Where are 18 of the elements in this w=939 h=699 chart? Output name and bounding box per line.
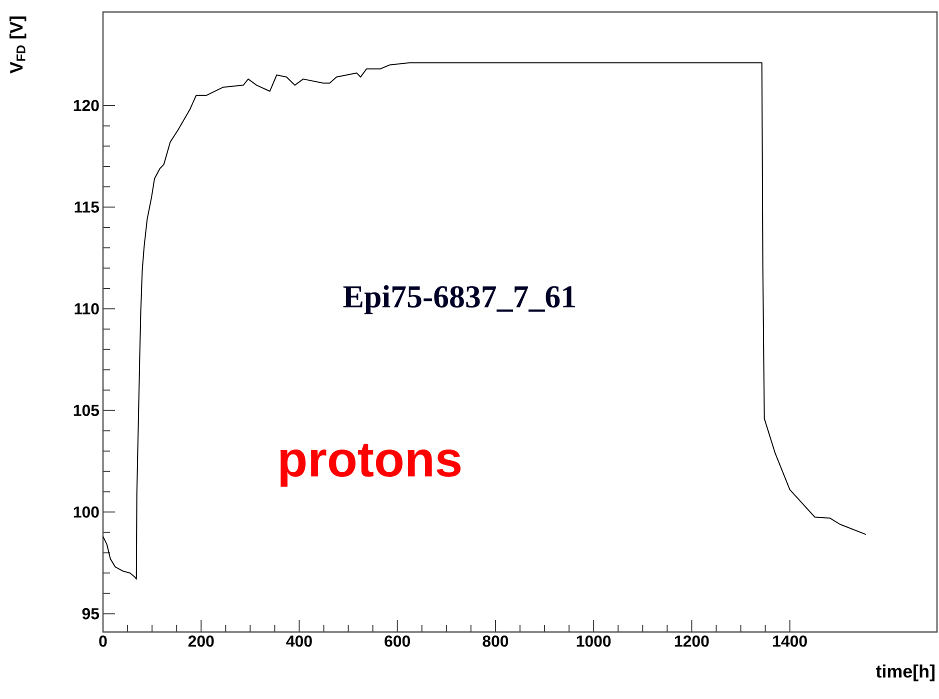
x-tick-label: 1000 (576, 636, 611, 647)
annotation: protons (280, 444, 461, 487)
x-tick-label: 1400 (773, 636, 807, 647)
y-tick-label: 120 (74, 100, 99, 112)
x-tick-label: 600 (384, 636, 410, 647)
y-tick-label: 115 (74, 202, 100, 213)
x-axis-title: time[h] (876, 664, 934, 682)
x-tick-label: 200 (188, 636, 214, 647)
x-tick-label: 0 (99, 636, 107, 647)
y-tick-label: 100 (74, 506, 99, 518)
y-axis-title: V$_{FD}$ [V] (10, 16, 26, 74)
y-tick-label: 110 (74, 303, 99, 314)
x-tick-label: 400 (286, 636, 312, 647)
x-tick-label: 1200 (674, 636, 709, 647)
y-tick-label: 95 (82, 608, 100, 620)
x-tick-label: 800 (482, 636, 508, 647)
y-tick-label: 105 (74, 404, 100, 416)
annotation: Epi75-6837_7_61 (343, 285, 575, 314)
